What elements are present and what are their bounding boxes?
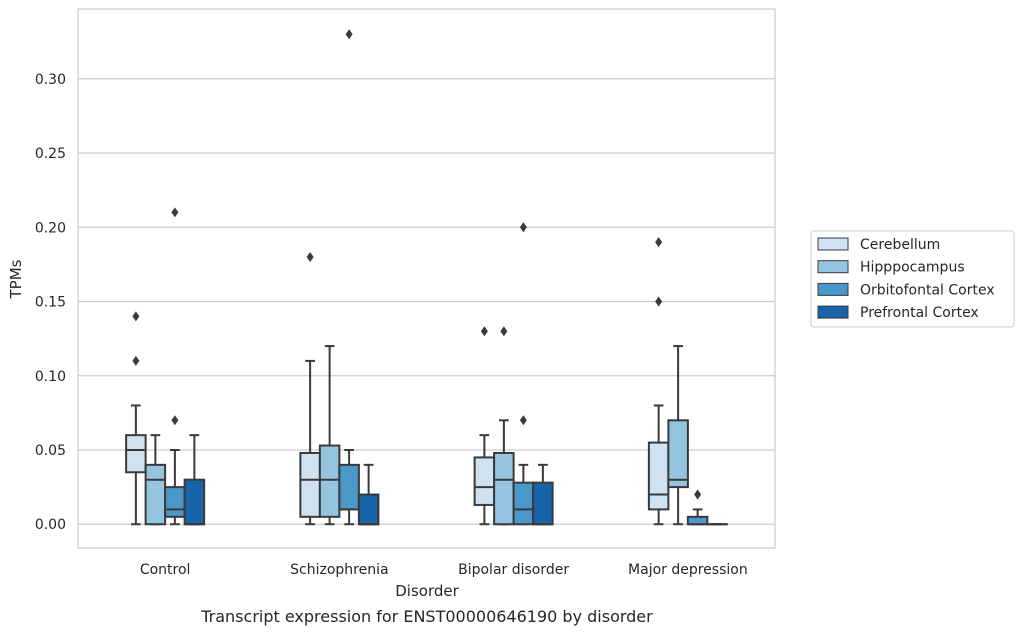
x-tick-label: Major depression (628, 562, 748, 578)
iqr-box (647, 441, 670, 511)
chart-caption: Transcript expression for ENST0000064619… (200, 607, 653, 626)
legend-swatch (817, 305, 849, 319)
outlier-point (132, 311, 140, 322)
iqr-box (299, 451, 321, 518)
iqr-box (144, 463, 167, 526)
outlier-point (132, 355, 140, 366)
outlier-point (519, 415, 527, 426)
outlier-point (500, 326, 508, 337)
legend-label: Prefrontal Cortex (860, 305, 979, 321)
x-axis-title: Disorder (395, 582, 459, 600)
box-group (357, 463, 380, 526)
legend-swatch (817, 260, 849, 274)
y-tick-label: 0.00 (35, 517, 66, 533)
box-group (647, 237, 670, 526)
box-group (164, 207, 186, 526)
legend-swatch (817, 237, 849, 251)
iqr-box (338, 463, 360, 511)
box-group (532, 463, 554, 526)
y-tick-labels: 0.00 0.05 0.10 0.15 0.20 0.25 0.30 (35, 72, 66, 533)
y-tick-label: 0.10 (35, 369, 66, 385)
iqr-box (532, 481, 554, 526)
x-tick-label: Control (140, 562, 191, 578)
legend-frame (810, 230, 1015, 328)
iqr-box (667, 419, 689, 489)
y-tick-label: 0.30 (35, 72, 66, 88)
box-group (318, 345, 341, 526)
outlier-point (655, 237, 663, 248)
legend-swatch (817, 282, 849, 296)
plot-frame (77, 8, 776, 549)
box-group (183, 434, 206, 526)
iqr-box (318, 444, 341, 518)
box-group (125, 311, 147, 526)
outlier-point (306, 251, 314, 262)
y-axis-title: TPMs (7, 259, 25, 299)
y-tick-label: 0.05 (35, 443, 66, 459)
outlier-point (655, 296, 663, 307)
legend-label: Cerebellum (860, 237, 940, 253)
box-group (299, 251, 321, 526)
iqr-box (512, 481, 535, 526)
legend-label: Orbitofontal Cortex (860, 282, 995, 298)
x-tick-label: Bipolar disorder (458, 562, 569, 578)
x-tick-labels: Control Schizophrenia Bipolar disorder Majo… (140, 562, 748, 578)
box-group (493, 326, 515, 526)
box-group (686, 489, 709, 526)
iqr-box (164, 486, 186, 518)
legend-label: Hipppocampus (860, 260, 965, 276)
iqr-box (473, 456, 496, 506)
outlier-point (519, 222, 527, 233)
y-tick-label: 0.20 (35, 220, 66, 236)
iqr-box (125, 434, 147, 474)
box-layer (125, 29, 728, 526)
outlier-point (171, 415, 179, 426)
outlier-point (480, 326, 488, 337)
outlier-point (171, 207, 179, 218)
legend: Cerebellum Hipppocampus Orbitofontal Corte… (810, 230, 1015, 328)
iqr-box (493, 451, 515, 526)
outlier-point (694, 489, 702, 500)
box-group (473, 326, 496, 526)
box-group (338, 29, 360, 526)
box-group (667, 345, 689, 526)
iqr-box (686, 515, 709, 526)
iqr-box (183, 478, 206, 526)
iqr-box (357, 493, 380, 526)
outlier-point (345, 29, 353, 40)
x-tick-label: Schizophrenia (290, 562, 388, 578)
y-tick-label: 0.25 (35, 146, 66, 162)
y-tick-label: 0.15 (35, 295, 66, 311)
